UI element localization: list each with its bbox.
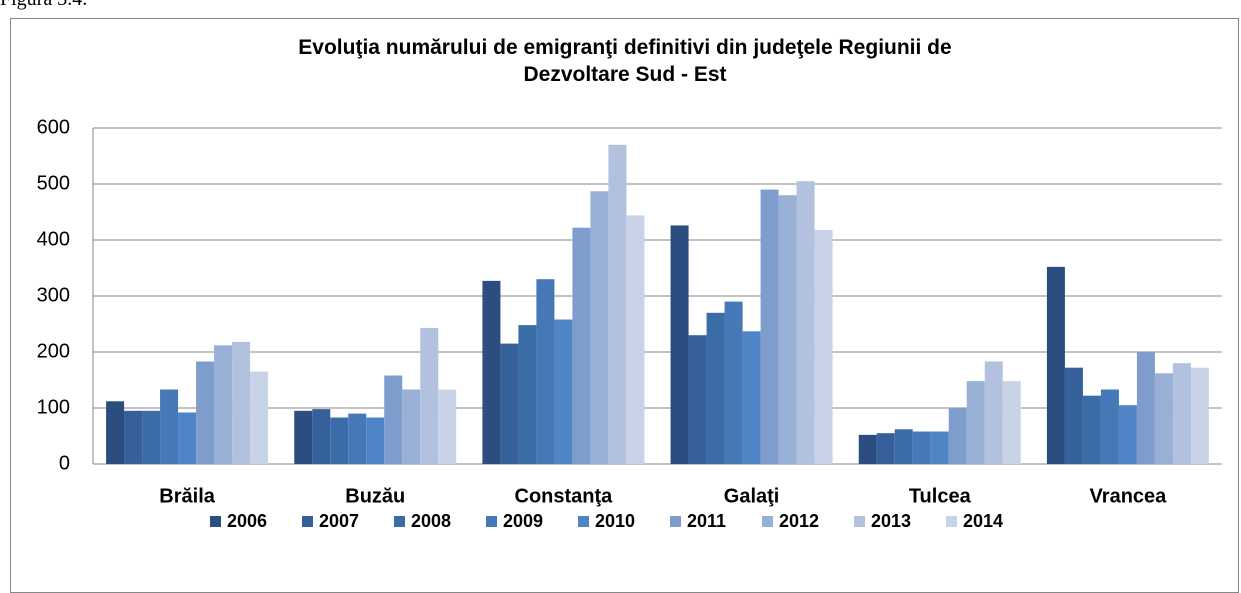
legend-label: 2009: [503, 511, 543, 531]
legend-swatch: [210, 516, 221, 527]
bar: [1172, 363, 1191, 464]
y-tick-label: 300: [37, 284, 70, 306]
x-tick-label: Constanţa: [515, 485, 614, 507]
bar: [688, 335, 707, 464]
y-tick-label: 200: [37, 340, 70, 362]
legend-label: 2011: [687, 511, 726, 531]
bar: [572, 227, 591, 464]
bar: [294, 410, 313, 464]
title-box: Evoluţia numărului de emigranţi definiti…: [175, 34, 1075, 88]
bar: [966, 381, 985, 464]
bar: [590, 191, 609, 464]
bar: [778, 195, 797, 464]
bar: [330, 417, 349, 464]
legend-swatch: [394, 516, 405, 527]
bar: [312, 409, 331, 464]
bar: [348, 413, 367, 464]
x-tick-label: Brăila: [159, 485, 215, 507]
bar: [670, 225, 689, 464]
caption: Figura 3.4.: [0, 0, 87, 11]
bar: [178, 412, 197, 464]
x-tick-label: Galaţi: [724, 485, 780, 507]
y-tick-label: 0: [59, 452, 70, 474]
legend-label: 2007: [319, 511, 359, 531]
bar: [196, 361, 215, 464]
chart-title: Evoluţia numărului de emigranţi definiti…: [298, 36, 952, 86]
bar: [1100, 389, 1119, 464]
bar: [1118, 405, 1137, 464]
bar: [1046, 266, 1065, 464]
bar: [742, 331, 761, 464]
bar: [232, 341, 251, 464]
legend-label: 2012: [779, 511, 819, 531]
bar: [250, 371, 269, 464]
bar: [1082, 395, 1101, 464]
bar: [366, 417, 385, 464]
bar: [626, 215, 645, 464]
bar: [930, 431, 949, 464]
bar: [124, 410, 143, 464]
bar: [500, 343, 519, 464]
legend-swatch: [302, 516, 313, 527]
bar: [214, 345, 233, 464]
bar: [106, 401, 125, 464]
bar: [876, 433, 895, 464]
bar: [1064, 367, 1083, 464]
x-tick-label: Buzău: [345, 485, 405, 507]
bar: [160, 389, 179, 464]
legend-swatch: [762, 516, 773, 527]
bar: [482, 280, 501, 464]
bar: [1002, 381, 1021, 464]
legend-swatch: [578, 516, 589, 527]
bar: [894, 429, 913, 464]
y-tick-label: 400: [37, 228, 70, 250]
bar: [948, 408, 967, 464]
bar: [760, 189, 779, 464]
legend-swatch: [670, 516, 681, 527]
legend-label: 2008: [411, 511, 451, 531]
bar: [814, 229, 833, 464]
y-tick-label: 100: [37, 396, 70, 418]
x-tick-label: Tulcea: [909, 485, 972, 507]
legend-label: 2014: [963, 511, 1003, 531]
bar: [438, 389, 457, 464]
bar: [518, 325, 537, 464]
bar: [796, 181, 815, 464]
x-tick-label: Vrancea: [1090, 485, 1168, 507]
legend-label: 2013: [871, 511, 911, 531]
bar: [858, 434, 877, 464]
bar: [724, 301, 743, 464]
y-tick-label: 500: [37, 172, 70, 194]
bar: [912, 431, 931, 464]
legend-swatch: [854, 516, 865, 527]
legend-label: 2006: [227, 511, 267, 531]
legend-swatch: [486, 516, 497, 527]
bar: [142, 410, 161, 464]
bar: [1136, 352, 1155, 464]
bar: [384, 375, 403, 464]
bar: [1154, 373, 1173, 464]
bar: [1190, 367, 1209, 464]
bar: [420, 327, 439, 464]
legend-swatch: [946, 516, 957, 527]
bar: [536, 279, 555, 464]
bar: [984, 361, 1003, 464]
y-tick-label: 600: [37, 116, 70, 138]
bar: [554, 319, 573, 464]
bar: [402, 389, 421, 464]
bar: [608, 144, 627, 465]
bar: [706, 312, 725, 464]
legend-label: 2010: [595, 511, 635, 531]
